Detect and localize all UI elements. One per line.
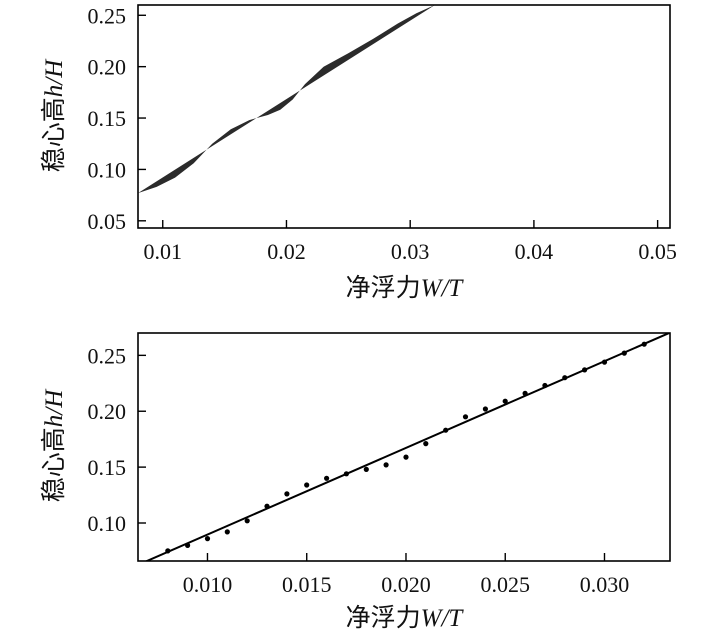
data-point: [522, 390, 528, 396]
top-y-axis-label: 稳心高h/H: [40, 58, 68, 172]
data-point: [423, 441, 429, 447]
data-point: [343, 471, 349, 477]
bottom-x-axis-label: 净浮力W/T: [346, 604, 465, 632]
data-point: [304, 482, 310, 488]
data-point: [165, 548, 171, 554]
data-point: [542, 382, 548, 389]
x-tick-label: 0.05: [638, 239, 677, 264]
data-point: [185, 542, 191, 549]
y-tick-label: 0.10: [88, 157, 127, 182]
data-point: [562, 375, 568, 381]
top-chart: 0.01 0.02 0.03 0.04 0.05 0.05 0.10 0.15 0.20 0.2…: [40, 3, 677, 302]
bottom-y-axis-label: 稳心高h/H: [40, 388, 68, 502]
x-tick-label: 0.025: [480, 572, 530, 597]
data-point: [363, 466, 369, 472]
x-tick-label: 0.02: [267, 239, 306, 264]
y-tick-label: 0.25: [88, 343, 127, 368]
data-point: [224, 529, 230, 535]
y-tick-label: 0.20: [88, 399, 127, 424]
bottom-y-ticks: 0.10 0.15 0.20 0.25: [88, 343, 146, 536]
data-point: [244, 518, 250, 524]
y-tick-label: 0.10: [88, 511, 127, 536]
data-point: [264, 503, 270, 509]
data-point: [641, 341, 647, 347]
data-point: [443, 427, 449, 433]
fit-line: [144, 333, 670, 561]
y-tick-label: 0.25: [88, 3, 127, 28]
data-point: [403, 454, 409, 460]
top-x-axis-label: 净浮力W/T: [346, 274, 465, 302]
data-point: [284, 491, 290, 497]
x-tick-label: 0.015: [282, 572, 332, 597]
x-tick-label: 0.01: [143, 239, 182, 264]
data-points: [165, 341, 647, 554]
stable-region: [138, 5, 435, 194]
y-tick-label: 0.05: [88, 209, 127, 234]
x-tick-label: 0.010: [183, 572, 233, 597]
data-point: [204, 536, 211, 542]
y-tick-label: 0.20: [88, 55, 127, 80]
bottom-x-ticks: 0.010 0.015 0.020 0.025 0.030: [183, 553, 630, 597]
data-point: [383, 462, 389, 468]
x-tick-label: 0.03: [391, 239, 430, 264]
data-point: [482, 406, 488, 412]
bottom-plot-frame: [137, 332, 671, 562]
data-point: [582, 367, 588, 373]
x-tick-label: 0.04: [515, 239, 554, 264]
y-tick-label: 0.15: [88, 106, 127, 131]
top-x-ticks: 0.01 0.02 0.03 0.04 0.05: [143, 220, 677, 264]
top-plot-frame: [137, 4, 671, 229]
data-point: [621, 350, 627, 356]
y-tick-label: 0.15: [88, 455, 127, 480]
bottom-chart: 0.010 0.015 0.020 0.025 0.030 0.100.150.200.…: [40, 332, 671, 632]
x-tick-label: 0.020: [381, 572, 431, 597]
data-point: [462, 414, 469, 420]
top-y-ticks: 0.05 0.10 0.15 0.20 0.25: [88, 3, 146, 234]
data-point: [601, 359, 608, 365]
data-point: [324, 475, 330, 481]
data-point: [502, 398, 508, 404]
x-tick-label: 0.030: [580, 572, 630, 597]
